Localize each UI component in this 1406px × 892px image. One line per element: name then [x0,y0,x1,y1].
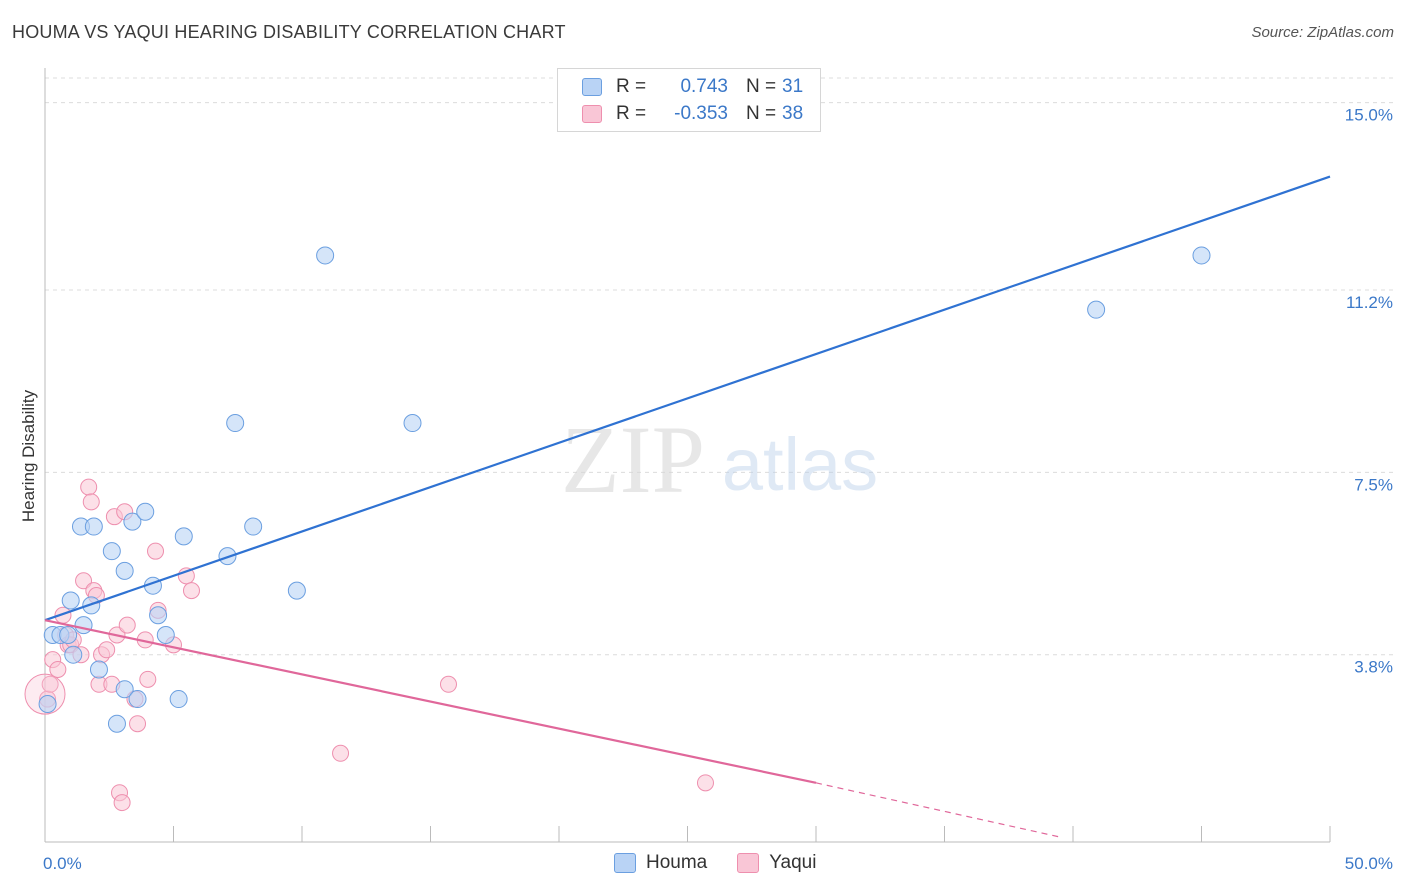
legend-row-yaqui: R = -0.353 N = 38 [582,101,803,127]
houma-point [84,517,103,536]
correlation-legend: R = 0.743 N = 31 R = -0.353 N = 38 [557,68,821,132]
houma-point [123,512,142,531]
houma-point [149,606,168,625]
houma-point [226,414,245,433]
houma-legend-label: Houma [646,852,708,873]
houma-swatch [582,78,602,96]
houma-series [38,246,1211,733]
houma-point [38,694,57,713]
source-label: Source: ZipAtlas.com [1251,24,1394,41]
yaqui-series [24,478,714,812]
houma-point [115,561,134,580]
y-tick-label: 15.0% [1345,106,1393,125]
watermark-atlas: atlas [722,423,878,506]
tick-labels: 3.8% 7.5% 11.2% 15.0% 0.0% 50.0% [43,106,1393,873]
n-value: 38 [782,103,804,124]
yaqui-legend-swatch [737,853,760,873]
houma-point [107,714,126,733]
yaqui-trend-line [44,619,817,784]
houma-point [169,690,188,709]
y-axis-label: Hearing Disability [19,389,38,522]
legend-row-houma: R = 0.743 N = 31 [582,74,803,100]
yaqui-point [75,572,93,590]
houma-point [115,680,134,699]
houma-point [1192,246,1211,265]
houma-point [59,625,78,644]
y-tick-label: 11.2% [1346,293,1393,312]
yaqui-point [439,675,457,693]
n-value: 31 [782,76,804,97]
yaqui-point [129,715,147,733]
houma-point [174,527,193,546]
yaqui-point [49,660,67,678]
y-tick-label: 3.8% [1354,658,1393,677]
n-label: N = [746,103,777,124]
y-tick-label: 7.5% [1354,475,1393,494]
legend-item-yaqui: Yaqui [737,852,816,874]
x-tick-label: 0.0% [43,854,82,873]
series-legend: Houma Yaqui [614,852,846,874]
houma-point [316,246,335,265]
chart-title: HOUMA VS YAQUI HEARING DISABILITY CORREL… [12,22,566,42]
yaqui-swatch [582,105,602,123]
yaqui-point [182,582,200,600]
houma-point [89,660,108,679]
x-tick-label: 50.0% [1345,854,1393,873]
houma-point [244,517,263,536]
houma-point [136,502,155,521]
houma-trend-line [44,175,1331,622]
houma-point [128,690,147,709]
yaqui-point [113,794,131,812]
yaqui-legend-label: Yaqui [769,852,817,873]
houma-point [1087,300,1106,319]
grid-layer [45,77,1395,656]
yaqui-point [147,542,165,560]
axis-layer [44,68,1331,843]
houma-point [74,616,93,635]
houma-point [64,645,83,664]
r-label: R = [616,103,647,124]
yaqui-point [80,478,98,496]
watermark-zip: ZIP [561,406,705,513]
houma-point [156,625,175,644]
yaqui-point [98,641,116,659]
yaqui-point [696,774,714,792]
yaqui-point [41,675,59,693]
r-value: -0.353 [674,103,728,124]
houma-point [82,596,101,615]
yaqui-point [82,493,100,511]
r-label: R = [616,76,647,97]
houma-point [287,581,306,600]
yaqui-point [332,744,350,762]
houma-point [403,414,422,433]
trend-lines [44,175,1331,838]
r-value: 0.743 [680,76,728,97]
houma-point [61,591,80,610]
yaqui-point [118,616,136,634]
n-label: N = [746,76,777,97]
yaqui-point [139,670,157,688]
houma-point [102,542,121,561]
watermark: ZIP atlas [561,406,878,513]
houma-legend-swatch [614,853,636,873]
yaqui-trend-extension [815,782,1061,838]
legend-item-houma: Houma [614,852,707,874]
